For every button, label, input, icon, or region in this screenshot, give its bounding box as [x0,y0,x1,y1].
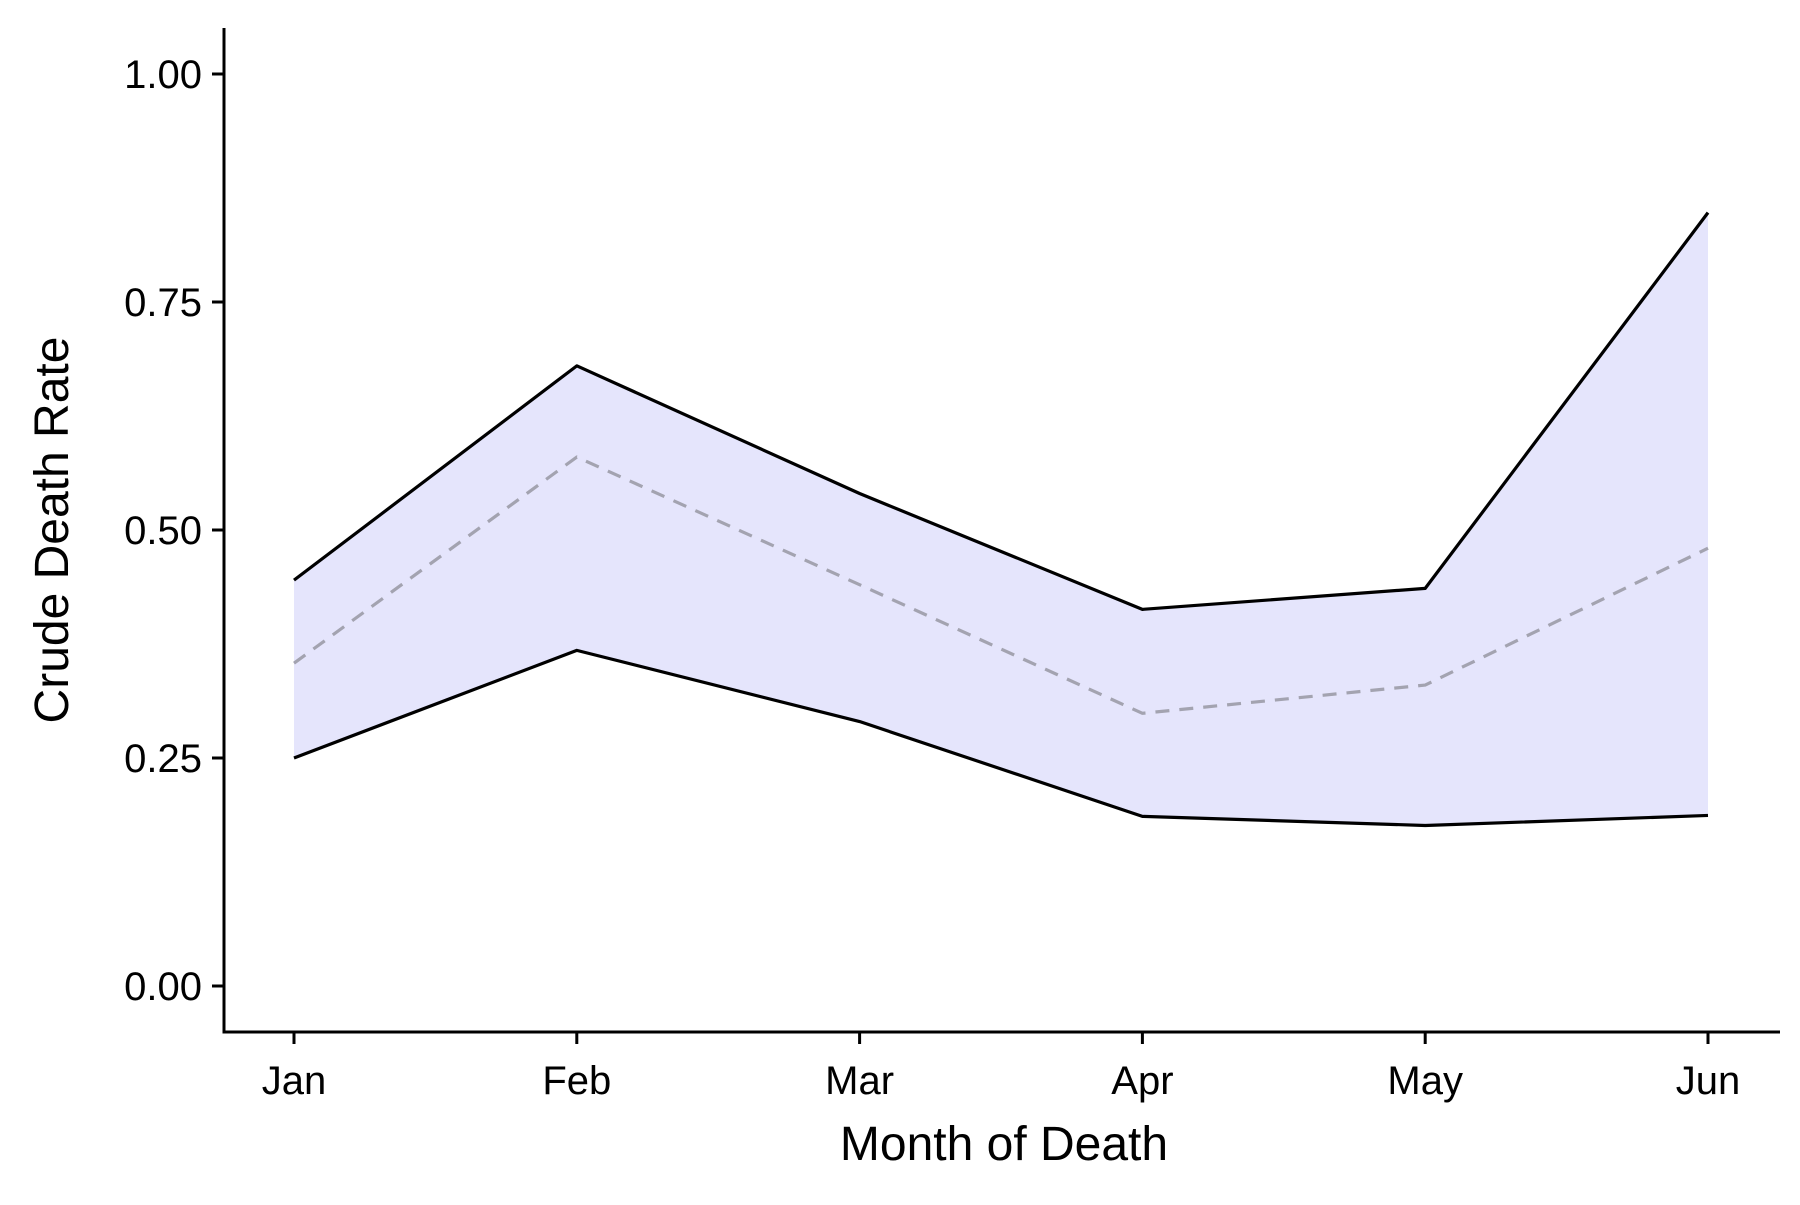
upper-bound-line [293,211,1710,611]
x-tick-label: Mar [825,1059,894,1103]
estimate-line [293,455,1709,715]
x-tick-label: Jan [262,1059,327,1103]
lower-bound-line [293,648,1709,828]
y-axis-title: Crude Death Rate [26,337,79,724]
confidence-band [294,212,1708,826]
y-tick-label: 0.75 [124,281,202,325]
y-tick-label: 0.50 [124,509,202,553]
x-tick-label: Jun [1676,1059,1741,1103]
x-tick-label: May [1387,1059,1463,1103]
x-tick-label: Apr [1111,1059,1173,1103]
y-tick-label: 1.00 [124,53,202,97]
x-tick-label: Feb [542,1059,611,1103]
y-tick-label: 0.25 [124,737,202,781]
x-axis-title: Month of Death [840,1118,1168,1171]
y-tick-label: 0.00 [124,965,202,1009]
